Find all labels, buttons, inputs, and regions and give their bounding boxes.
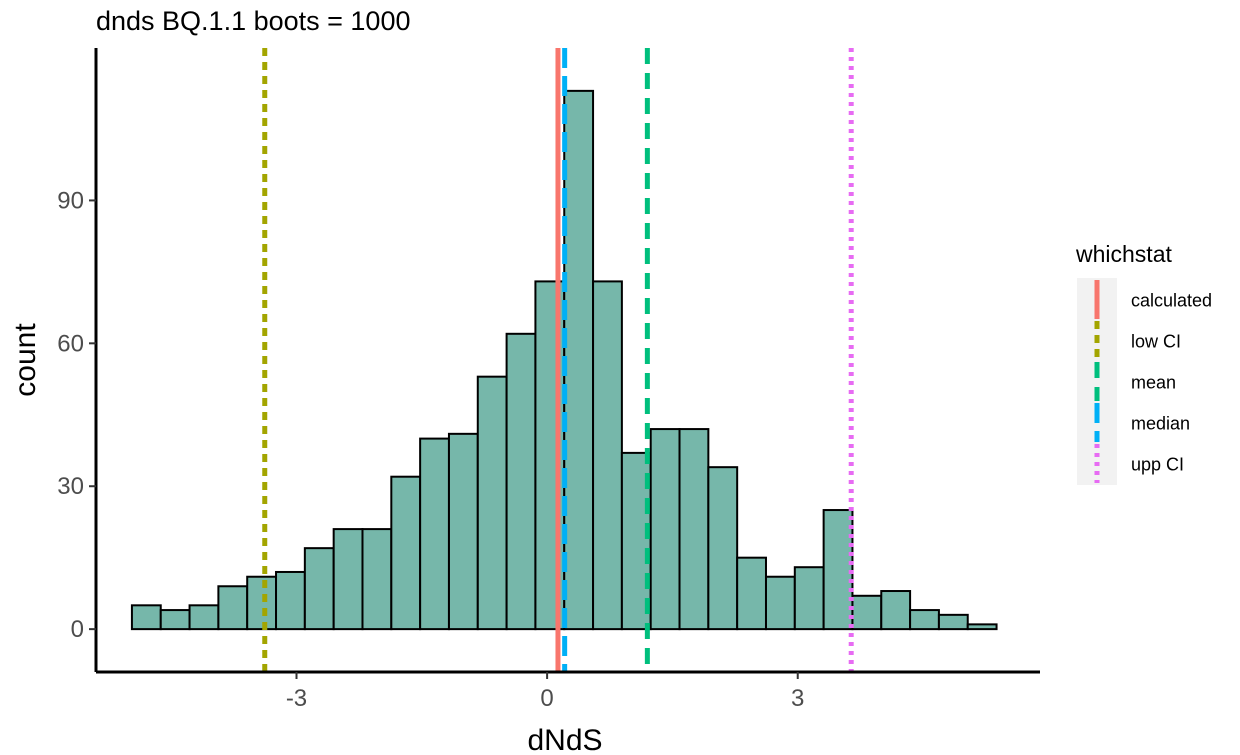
legend-label: upp CI [1131,455,1184,475]
legend-label: low CI [1131,332,1181,352]
histogram-bar [390,475,422,631]
y-tick-label: 60 [57,330,84,357]
stat-lines-layer [262,48,854,672]
histogram-bar [361,528,393,631]
axes-layer: 0 30 60 90 -3 0 3 [57,48,1040,712]
legend-label: calculated [1131,291,1212,311]
x-tick-label: 3 [791,685,804,712]
histogram-bar [246,575,278,631]
legend-title: whichstat [1075,241,1172,267]
histogram-bar [736,556,767,631]
histogram-bar [419,437,450,631]
x-axis-title: dNdS [527,724,602,755]
histogram-bar [851,594,883,631]
histogram-bar [678,428,710,631]
histogram-bar [505,332,537,631]
histogram-bar [764,575,796,631]
y-tick-label: 90 [57,187,84,214]
y-axis-title: count [9,323,42,397]
histogram-bar [476,375,508,631]
y-tick-label: 0 [71,616,84,643]
histogram-bar [332,528,364,631]
histogram-bar [909,609,940,631]
histogram-bar [592,280,623,631]
histogram-bar [937,613,969,631]
legend-label: mean [1131,373,1176,393]
chart-title: dnds BQ.1.1 boots = 1000 [96,6,410,36]
legend: whichstat calculated low CI mean median upp … [1075,241,1212,485]
histogram-bar [822,509,854,631]
histogram-bar [188,604,220,631]
histogram-bar [217,585,249,631]
histogram-bar [880,590,912,631]
legend-label: median [1131,414,1190,434]
histogram-bar [303,547,335,631]
histogram-bar [130,604,162,631]
histogram-bar [707,466,739,631]
x-tick-label: 0 [540,685,553,712]
histogram-bar [793,566,825,631]
y-tick-label: 30 [57,473,84,500]
histogram-bar [649,428,681,631]
histogram-bar [966,623,998,631]
histogram-bar [159,609,191,631]
histogram-bar [447,432,479,631]
histogram-bar [563,89,595,631]
x-tick-label: -3 [286,685,307,712]
histogram-bar [275,570,306,631]
